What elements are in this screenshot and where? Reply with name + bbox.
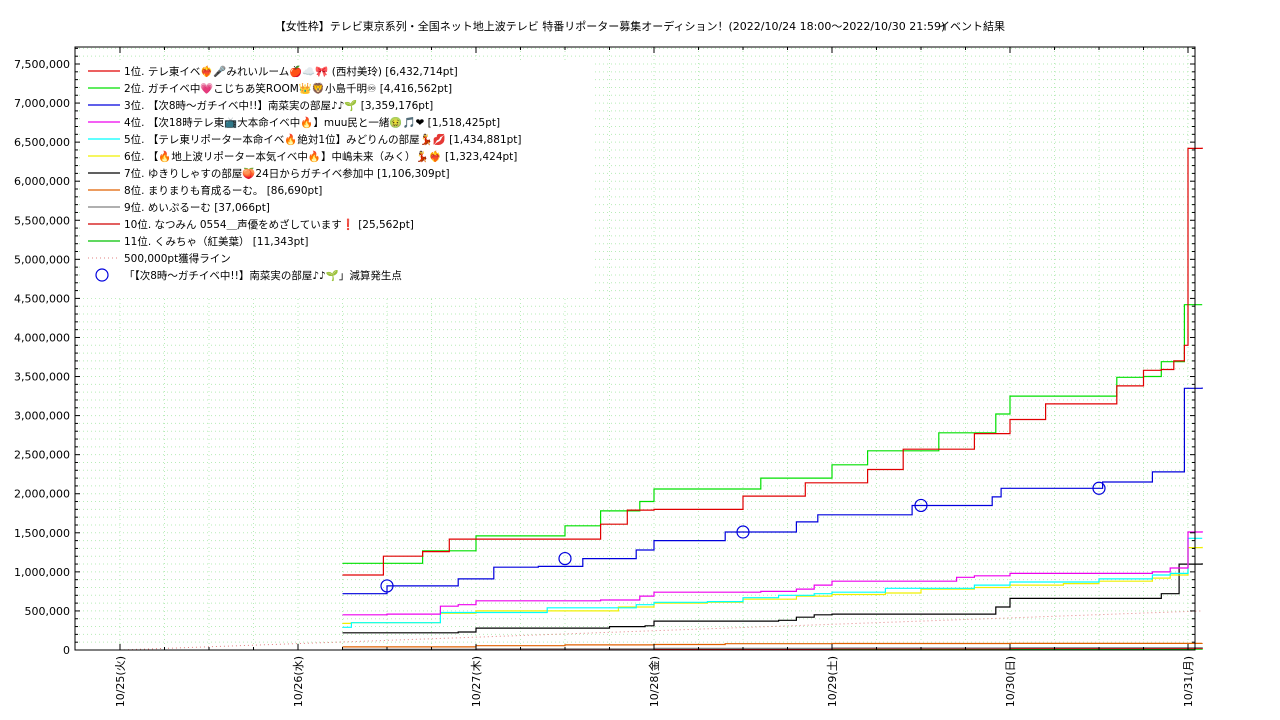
y-tick-label: 2,500,000 <box>14 449 70 462</box>
deduction-marker <box>914 498 928 513</box>
legend-label: 5位. 【テレ東リポーター本命イベ🔥絶対1位】みどりんの部屋💃💋 [1,434,… <box>124 133 522 146</box>
y-tick-label: 3,000,000 <box>14 410 70 423</box>
legend-label: 500,000pt獲得ライン <box>124 252 231 265</box>
series-line-4 <box>342 531 1203 616</box>
reference-line-500k <box>119 610 1203 651</box>
series-line-8 <box>342 642 1203 648</box>
x-tick-label: 10/31(月) <box>1182 656 1195 707</box>
y-axis: 0 500,000 1,000,000 1,500,000 2,000,000 2,500… <box>14 47 1195 657</box>
legend-label: 1位. テレ東イベ❤️‍🔥🎤みれいルーム🍎☁️🎀 (西村美玲) [6,432,7… <box>124 65 458 78</box>
legend-label: 10位. なつみん 0554＿声優をめざしています❗ [25,562pt] <box>124 218 414 231</box>
x-tick-label: 10/29(土) <box>826 656 839 707</box>
legend-label: 11位. くみちゃ（紅美葉） [11,343pt] <box>124 235 309 248</box>
legend: 1位. テレ東イベ❤️‍🔥🎤みれいルーム🍎☁️🎀 (西村美玲) [6,432,7… <box>82 60 594 298</box>
legend-label: 3位. 【次8時〜ガチイベ中!!】南菜実の部屋♪♪🌱 [3,359,176pt] <box>124 99 433 112</box>
series-line-7 <box>342 563 1203 634</box>
legend-label: 「【次8時〜ガチイベ中!!】南菜実の部屋♪♪🌱」減算発生点 <box>124 269 402 282</box>
series-line-3 <box>342 387 1203 595</box>
y-tick-label: 1,000,000 <box>14 566 70 579</box>
x-tick-label: 10/25(火) <box>114 656 127 707</box>
deduction-marker <box>736 525 750 539</box>
series-line-2 <box>342 304 1203 564</box>
legend-label: 9位. めいぷるーむ [37,066pt] <box>124 201 270 214</box>
legend-label: 7位. ゆきりしゃすの部屋🍑24日からガチイベ参加中 [1,106,309pt] <box>124 167 450 180</box>
y-tick-label: 7,500,000 <box>14 58 70 71</box>
y-tick-label: 0 <box>63 644 70 657</box>
y-tick-label: 5,500,000 <box>14 214 70 227</box>
series-line-6 <box>342 546 1203 624</box>
legend-label: 4位. 【次18時テレ東📺大本命イベ中🔥】muu民と一緒🤢🎵❤ [1,518,4… <box>124 116 500 129</box>
x-tick-label: 10/26(水) <box>292 656 305 707</box>
chart-subtitle: イベント結果 <box>939 19 1005 33</box>
grid <box>75 47 1195 650</box>
deduction-marker <box>1092 481 1106 495</box>
y-tick-label: 7,000,000 <box>14 97 70 110</box>
y-tick-label: 1,500,000 <box>14 527 70 540</box>
series-line-1 <box>342 147 1203 576</box>
legend-background <box>82 60 594 298</box>
y-tick-label: 5,000,000 <box>14 253 70 266</box>
y-tick-label: 4,500,000 <box>14 292 70 305</box>
legend-label: 2位. ガチイベ中💗こじちあ笑ROOM👑🦁小島千明♾ [4,416,562pt] <box>124 82 452 95</box>
deduction-marker <box>380 579 394 593</box>
x-tick-label: 10/30(日) <box>1004 656 1017 707</box>
deduction-marker <box>558 551 572 566</box>
legend-marker-swatch <box>95 268 109 282</box>
x-tick-label: 10/28(金) <box>647 656 661 707</box>
x-tick-label: 10/27(木) <box>470 656 483 707</box>
y-tick-label: 6,000,000 <box>14 175 70 188</box>
y-tick-label: 500,000 <box>25 605 71 618</box>
legend-label: 6位. 【🔥地上波リポーター本気イベ中🔥】中嶋未来（みく）💃❤️‍🔥 [1,32… <box>124 150 517 163</box>
chart-title: 【女性枠】テレビ東京系列・全国ネット地上波テレビ 特番リポーター募集オーディショ… <box>275 19 946 33</box>
legend-label: 8位. まりまりも育成るーむ。 [86,690pt] <box>124 184 322 197</box>
series-line-5 <box>342 537 1203 628</box>
y-tick-label: 4,000,000 <box>14 331 70 344</box>
y-tick-label: 2,000,000 <box>14 488 70 501</box>
y-tick-label: 3,500,000 <box>14 371 70 384</box>
y-tick-label: 6,500,000 <box>14 136 70 149</box>
plot-frame <box>74 46 1196 651</box>
x-axis: 10/25(火) 10/26(水) 10/27(木) 10/28(金) 10/29(土)… <box>114 47 1195 707</box>
